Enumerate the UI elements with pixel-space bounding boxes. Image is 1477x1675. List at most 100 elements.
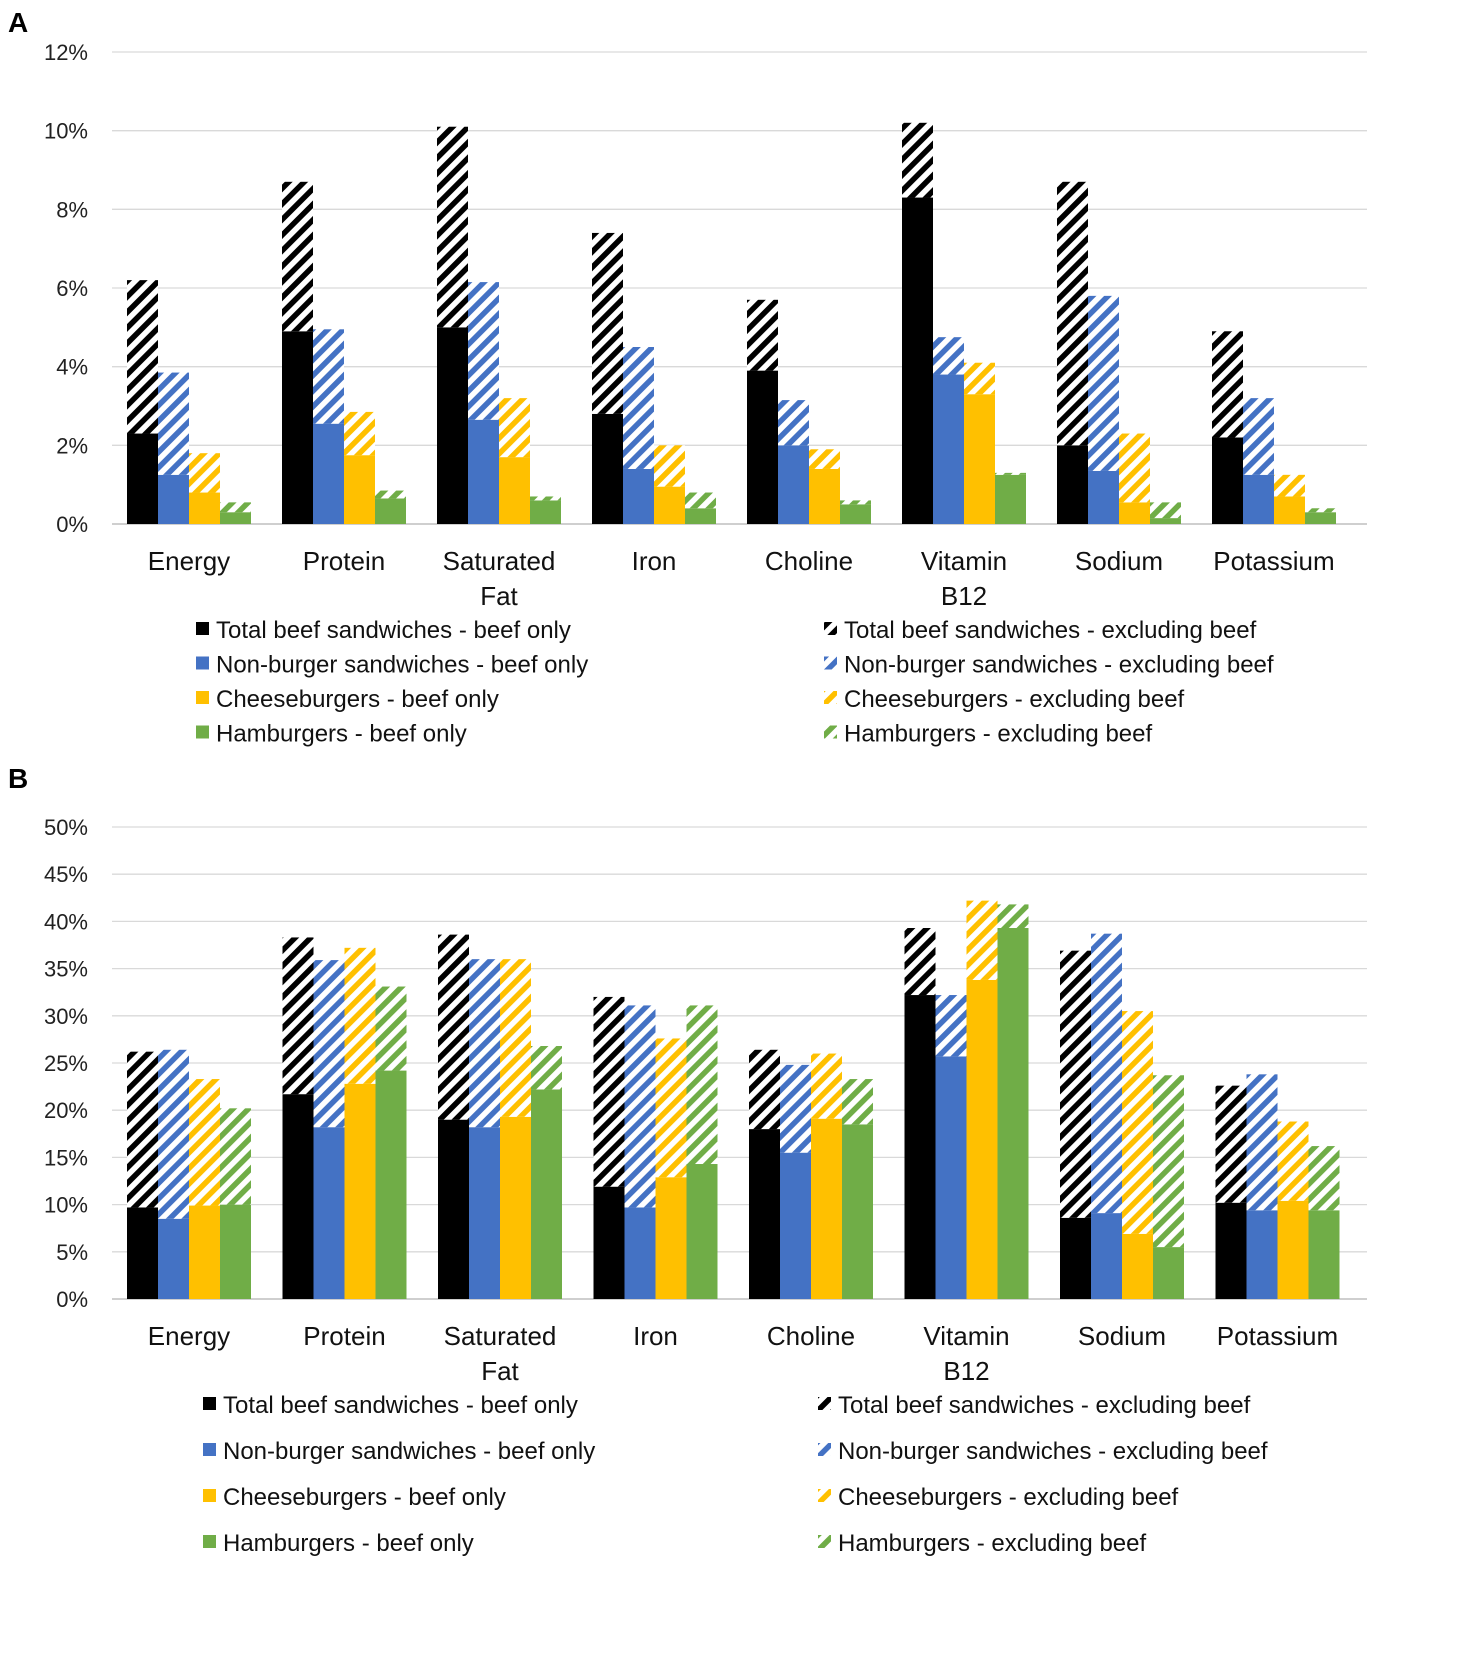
bar-excluding-beef <box>127 1051 158 1208</box>
x-category-label: Vitamin <box>921 546 1007 576</box>
y-tick-label: 0% <box>56 512 88 537</box>
bar-excluding-beef <box>1308 1146 1340 1211</box>
y-tick-label: 2% <box>56 433 88 458</box>
bar-excluding-beef <box>499 398 530 458</box>
x-category-label: Vitamin <box>923 1321 1009 1351</box>
panel-label-a: A <box>8 7 28 38</box>
bar-beef-only <box>127 1207 158 1299</box>
bar-excluding-beef <box>997 904 1029 929</box>
bar-beef-only <box>842 1124 873 1299</box>
bar-beef-only <box>344 1083 376 1299</box>
bar-beef-only <box>1277 1200 1309 1299</box>
bar-excluding-beef <box>344 411 375 456</box>
y-tick-label: 15% <box>44 1145 88 1170</box>
y-tick-label: 4% <box>56 355 88 380</box>
bar-excluding-beef <box>778 400 809 446</box>
bar-excluding-beef <box>438 934 469 1120</box>
x-category-label: Choline <box>767 1321 855 1351</box>
bar-excluding-beef <box>1153 1075 1184 1248</box>
legend-swatch-beef-only <box>196 725 209 739</box>
y-tick-label: 10% <box>44 119 88 144</box>
bar-beef-only <box>966 979 998 1299</box>
bar-beef-only <box>1150 518 1181 524</box>
y-tick-label: 10% <box>44 1193 88 1218</box>
x-category-label: Fat <box>481 1356 519 1386</box>
legend-label-beef-only: Non-burger sandwiches - beef only <box>216 652 588 679</box>
bar-excluding-beef <box>1243 398 1274 475</box>
bar-excluding-beef <box>747 299 778 371</box>
legend-label-excluding-beef: Hamburgers - excluding beef <box>844 721 1152 748</box>
x-category-label: Iron <box>633 1321 678 1351</box>
legend-swatch-beef-only <box>203 1443 216 1456</box>
legend-swatch-excluding-beef <box>818 1535 831 1548</box>
legend-label-beef-only: Total beef sandwiches - beef only <box>223 1392 578 1419</box>
x-category-label: Potassium <box>1213 546 1334 576</box>
legend-swatch-beef-only <box>196 691 209 704</box>
legend-label-excluding-beef: Hamburgers - excluding beef <box>838 1530 1146 1557</box>
y-tick-label: 35% <box>44 957 88 982</box>
bar-excluding-beef <box>531 1046 562 1090</box>
y-tick-label: 30% <box>44 1004 88 1029</box>
x-category-label: Fat <box>480 581 518 611</box>
bar-excluding-beef <box>904 928 936 996</box>
bar-beef-only <box>530 500 561 524</box>
legend-label-beef-only: Non-burger sandwiches - beef only <box>223 1438 595 1465</box>
legend-label-excluding-beef: Non-burger sandwiches - excluding beef <box>838 1438 1268 1465</box>
bar-beef-only <box>500 1116 531 1299</box>
bar-excluding-beef <box>1091 933 1122 1214</box>
bar-beef-only <box>997 928 1029 1299</box>
bar-excluding-beef <box>468 282 499 420</box>
bar-excluding-beef <box>840 500 871 505</box>
legend-label-beef-only: Hamburgers - beef only <box>216 721 467 748</box>
bar-beef-only <box>809 468 840 524</box>
bar-excluding-beef <box>964 362 995 395</box>
bar-beef-only <box>935 1056 967 1299</box>
legend-label-beef-only: Hamburgers - beef only <box>223 1530 474 1557</box>
bar-excluding-beef <box>313 960 345 1128</box>
bar-beef-only <box>1308 1210 1340 1299</box>
bar-excluding-beef <box>189 1079 220 1206</box>
bar-excluding-beef <box>655 1038 687 1178</box>
bar-beef-only <box>127 433 158 524</box>
bar-beef-only <box>778 445 809 524</box>
legend-swatch-excluding-beef <box>818 1397 831 1410</box>
bar-beef-only <box>189 492 220 524</box>
bar-beef-only <box>344 455 375 524</box>
bar-beef-only <box>469 1127 500 1299</box>
bar-beef-only <box>811 1118 842 1299</box>
bar-excluding-beef <box>1122 1011 1153 1234</box>
bar-beef-only <box>1246 1210 1278 1299</box>
bar-excluding-beef <box>593 996 625 1187</box>
bar-excluding-beef <box>592 232 623 414</box>
bar-beef-only <box>313 1127 345 1299</box>
x-category-label: Sodium <box>1078 1321 1166 1351</box>
bar-beef-only <box>375 1070 407 1299</box>
legend-swatch-excluding-beef <box>824 691 837 704</box>
y-tick-label: 12% <box>44 40 88 65</box>
bar-excluding-beef <box>1088 295 1119 471</box>
x-category-label: Energy <box>148 1321 230 1351</box>
bar-excluding-beef <box>1060 950 1091 1218</box>
legend-label-excluding-beef: Total beef sandwiches - excluding beef <box>844 617 1257 644</box>
bar-excluding-beef <box>1274 474 1305 497</box>
bar-beef-only <box>158 474 189 524</box>
bar-beef-only <box>1122 1233 1153 1299</box>
bar-excluding-beef <box>127 280 158 434</box>
bar-excluding-beef <box>220 1108 251 1205</box>
x-category-label: Protein <box>303 1321 385 1351</box>
x-category-label: Sodium <box>1075 546 1163 576</box>
bar-beef-only <box>624 1207 656 1299</box>
legend-swatch-excluding-beef <box>824 725 837 739</box>
bar-beef-only <box>313 423 344 524</box>
bar-beef-only <box>686 1164 718 1299</box>
legend-swatch-excluding-beef <box>824 622 837 635</box>
bar-excluding-beef <box>437 126 468 328</box>
bar-beef-only <box>1119 502 1150 524</box>
y-tick-label: 50% <box>44 815 88 840</box>
bar-excluding-beef <box>344 947 376 1084</box>
x-category-label: Energy <box>148 546 230 576</box>
legend-swatch-excluding-beef <box>818 1443 831 1456</box>
legend-swatch-beef-only <box>203 1535 216 1548</box>
bar-beef-only <box>438 1119 469 1299</box>
bar-beef-only <box>654 486 685 524</box>
